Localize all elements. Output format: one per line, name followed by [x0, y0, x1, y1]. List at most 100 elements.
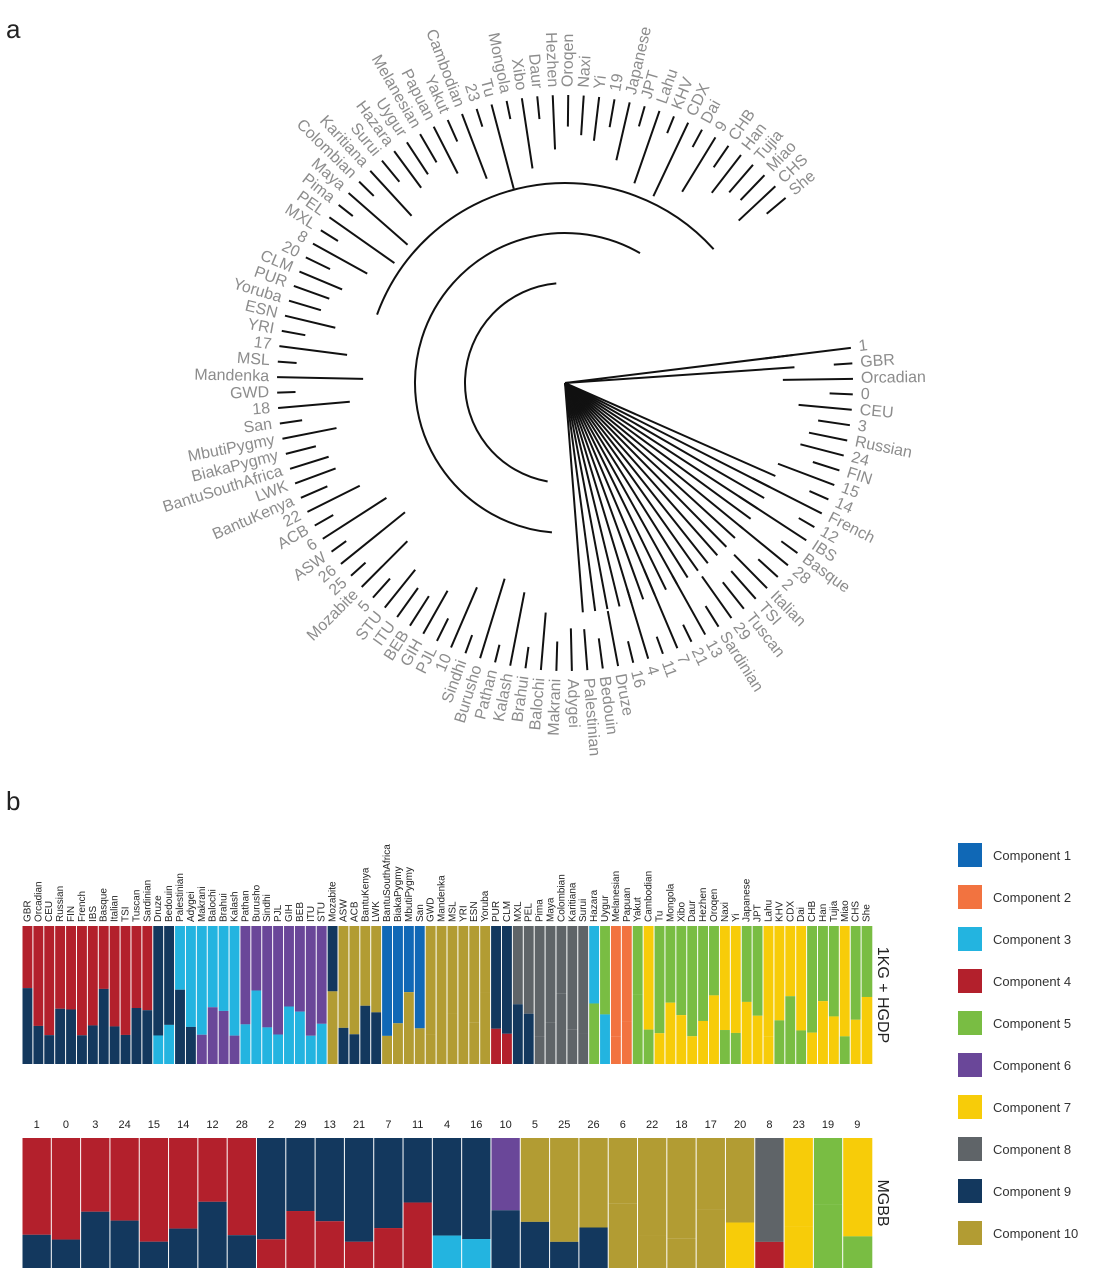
structure-bar-beb: [294, 926, 306, 1012]
population-label-gbr: GBR: [22, 900, 33, 922]
tree-branch-15: [777, 462, 835, 487]
tree-leaf-yri: YRI: [246, 316, 275, 338]
tree-leaf-san: San: [243, 416, 274, 437]
structure-bar-ceu: [43, 926, 55, 1036]
structure-bar-pjl: [272, 926, 284, 1035]
tree-branch-25: [350, 561, 367, 577]
structure-bar-mozabite-lower: [327, 991, 339, 1064]
structure-bar-khv-lower: [773, 1020, 786, 1064]
structure-bar-khv: [773, 926, 786, 1021]
structure-bar-tu-lower: [654, 1033, 666, 1064]
tree-branch-miao: [739, 174, 766, 201]
structure-bar-druze-lower: [152, 1035, 164, 1064]
tree-branch-beb: [409, 595, 430, 627]
structure-bar-karitiana-lower: [566, 1029, 579, 1064]
structure-bar-dai-lower: [795, 1030, 807, 1064]
population-label-14: 14: [177, 1119, 189, 1131]
tree-branch-gbr: [833, 362, 853, 366]
population-label-2: 2: [268, 1119, 274, 1131]
tree-leaf-20: 20: [279, 238, 303, 261]
legend-item-component-2: Component 2: [958, 884, 1071, 910]
structure-bar-han: [817, 926, 829, 1002]
structure-bar-esn-lower: [468, 1022, 480, 1064]
population-label-balochi: Balochi: [208, 889, 219, 922]
tree-branch-maya: [347, 192, 409, 246]
structure-bar-pur: [490, 926, 502, 1029]
tree-leaf-tu: Tu: [477, 77, 498, 99]
tree-branch-mbutipygmy: [282, 427, 337, 440]
tree-leaf-11: 11: [658, 658, 680, 680]
structure-bar-yakut: [632, 926, 644, 995]
structure-bar-gih: [283, 926, 295, 1007]
structure-bar-24: [109, 1138, 140, 1221]
structure-bar-russian: [54, 926, 66, 1009]
tree-branch-japanese: [615, 102, 631, 161]
tree-branch-bantusouthafrica: [289, 455, 329, 470]
population-label-naxi: Naxi: [720, 902, 731, 922]
tree-root-spoke: [564, 382, 744, 530]
tree-leaf-makrani: Makrani: [546, 679, 565, 736]
population-label-brahui: Brahui: [219, 893, 230, 922]
population-label-tujia: Tujia: [829, 900, 840, 922]
structure-bar-italian: [109, 926, 121, 1027]
tree-root-spoke: [564, 382, 736, 539]
tree-arc: [464, 282, 557, 483]
population-label-melanesian: Melanesian: [611, 871, 622, 922]
structure-bar-hezhen: [697, 926, 709, 1021]
legend-item-component-1: Component 1: [958, 842, 1071, 868]
structure-bar-25-lower: [549, 1241, 580, 1268]
tree-branch-chb: [712, 145, 730, 168]
tree-branch-cambodian: [461, 113, 488, 180]
structure-bar-gwd: [425, 926, 437, 1035]
structure-bar-cambodian: [643, 926, 655, 1030]
legend-label: Component 7: [993, 1099, 1072, 1115]
tree-branch-pima: [338, 204, 354, 217]
structure-bar-french: [76, 926, 88, 1036]
structure-bar-msl-lower: [447, 1013, 459, 1064]
tree-branch-naxi: [580, 95, 585, 136]
tree-branch-chs: [738, 185, 777, 222]
tree-branch-msl: [277, 360, 297, 364]
population-label-russian: Russian: [55, 886, 66, 922]
structure-bar-10-lower: [490, 1210, 521, 1268]
structure-bar-21: [344, 1138, 375, 1242]
tree-branch-khv: [666, 116, 675, 134]
population-label-20: 20: [734, 1119, 746, 1131]
structure-bar-17: [696, 1138, 726, 1210]
legend-item-component-6: Component 6: [958, 1052, 1071, 1078]
structure-bar-xibo: [675, 926, 688, 1016]
structure-bar-yoruba: [479, 926, 491, 993]
tree-branch-brahui: [524, 646, 530, 669]
population-label-24: 24: [118, 1119, 130, 1131]
structure-bar-miao: [839, 926, 851, 1037]
tree-leaf-23: 23: [461, 82, 483, 104]
tree-arc: [376, 182, 715, 315]
structure-bar-4: [432, 1138, 462, 1236]
legend-label: Component 6: [993, 1057, 1072, 1073]
structure-bar-9: [842, 1138, 873, 1237]
legend-swatch: [958, 1095, 982, 1119]
tree-branch-5: [372, 577, 391, 599]
population-label-papuan: Papuan: [622, 888, 633, 922]
tree-branch-22: [307, 484, 361, 513]
structure-bar-han-lower: [817, 1001, 829, 1064]
structure-bar-mbutipygmy: [403, 926, 415, 993]
structure-bar-19-lower: [813, 1204, 843, 1268]
structure-bar-yi-lower: [730, 1032, 742, 1064]
tree-leaf-22: 22: [280, 508, 304, 531]
population-label-fin: FIN: [66, 906, 77, 922]
tree-branch-2: [757, 558, 779, 578]
structure-bar-miao-lower: [839, 1036, 851, 1064]
population-label-28: 28: [236, 1119, 248, 1131]
tree-branch-mozabite: [360, 540, 409, 588]
structure-bar-maya-lower: [545, 1022, 557, 1064]
structure-bar-pel-lower: [523, 1013, 535, 1064]
structure-bar-chs-lower: [850, 1019, 862, 1064]
structure-bar-tu: [654, 926, 666, 1034]
structure-bar-she-lower: [861, 996, 873, 1064]
population-label-palestinian: Palestinian: [175, 873, 186, 922]
tree-branch-28: [738, 524, 789, 567]
population-label-cambodian: Cambodian: [644, 871, 655, 922]
structure-bar-18: [666, 1138, 697, 1239]
tree-branch-esn: [284, 314, 336, 329]
